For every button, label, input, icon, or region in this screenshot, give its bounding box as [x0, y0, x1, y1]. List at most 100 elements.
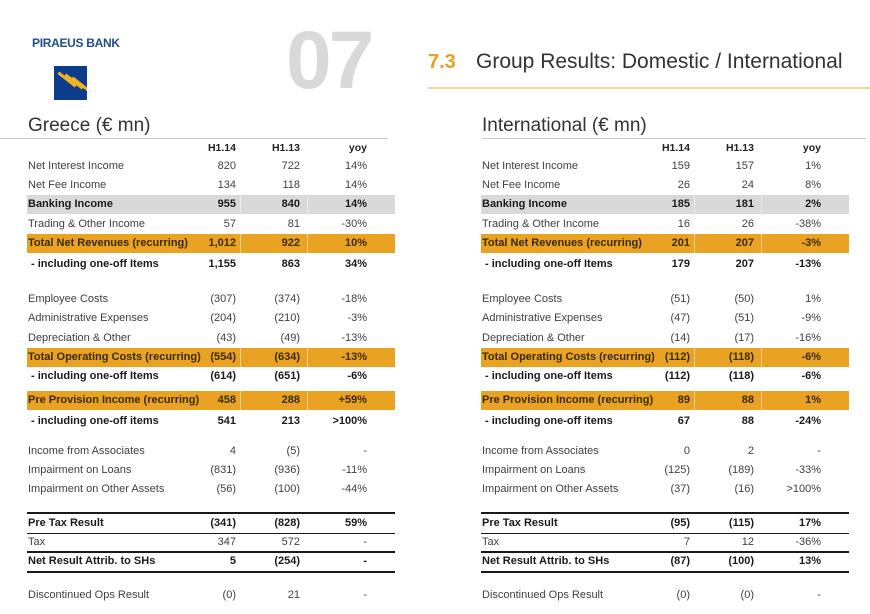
- row-label: Pre Tax Result: [28, 517, 104, 529]
- h1-14-value: (341): [210, 517, 236, 529]
- yoy-value: >100%: [332, 415, 367, 427]
- yoy-value: -13%: [795, 258, 821, 270]
- table-row: Impairment on Loans (831) (936) -11%: [27, 461, 395, 480]
- row-label: Total Net Revenues (recurring): [482, 237, 642, 249]
- h1-13-value: 81: [287, 218, 300, 230]
- yoy-value: -6%: [347, 370, 367, 382]
- table-row: Depreciation & Other (43) (49) -13%: [27, 329, 395, 348]
- table-row: - including one-off Items 179 207 -13%: [481, 255, 849, 274]
- h1-13-value: (118): [728, 370, 754, 382]
- row-label: Discontinued Ops Result: [28, 589, 150, 601]
- column-header: H1.14: [661, 142, 690, 154]
- row-label: Discontinued Ops Result: [482, 589, 604, 601]
- row-label: Impairment on Loans: [28, 464, 132, 476]
- table-row: Total Operating Costs (recurring) (554) (6…: [27, 348, 395, 367]
- h1-13-value: 2: [747, 445, 754, 457]
- h1-14-value: (37): [670, 483, 690, 495]
- h1-13-value: 288: [240, 391, 300, 410]
- yoy-value: -24%: [795, 415, 821, 427]
- h1-14-value: (614): [210, 370, 236, 382]
- section-title: Group Results: Domestic / International: [476, 50, 843, 73]
- yoy-value: -: [363, 555, 367, 567]
- h1-14-value: 185: [671, 198, 690, 210]
- table-row: Income from Associates 0 2 -: [481, 442, 849, 461]
- greece-title-divider: [0, 138, 388, 139]
- table-row: Pre Tax Result (95) (115) 17%: [481, 514, 849, 533]
- table-header-row: H1.14 H1.13 yoy: [27, 139, 395, 158]
- table-row: Trading & Other Income 16 26 -38%: [481, 215, 849, 234]
- h1-13-value: (50): [734, 293, 754, 305]
- h1-14-value: 89: [677, 394, 690, 406]
- h1-14-value: (87): [670, 555, 690, 567]
- yoy-value: -6%: [801, 370, 821, 382]
- row-label: Depreciation & Other: [482, 332, 585, 344]
- table-row: Net Result Attrib. to SHs (87) (100) 13%: [481, 552, 849, 571]
- h1-13-value: (51): [734, 312, 754, 324]
- table-row: Discontinued Ops Result (0) (0) -: [481, 586, 849, 605]
- table-row: Impairment on Other Assets (56) (100) -44%: [27, 480, 395, 499]
- h1-13-value: 24: [741, 179, 754, 191]
- row-label: Tax: [482, 536, 500, 548]
- h1-13-value: 840: [240, 195, 300, 214]
- table-row: - including one-off Items (112) (118) -6%: [481, 367, 849, 386]
- row-label: Pre Provision Income (recurring): [28, 394, 200, 406]
- h1-14-value: (204): [210, 312, 236, 324]
- h1-13-value: 722: [281, 160, 300, 172]
- table-row: Net Fee Income 26 24 8%: [481, 176, 849, 195]
- h1-14-value: (307): [210, 293, 236, 305]
- table-row: Tax 347 572 -: [27, 533, 395, 552]
- h1-14-value: (47): [670, 312, 690, 324]
- yoy-value: 1%: [805, 293, 821, 305]
- h1-14-value: (14): [670, 332, 690, 344]
- h1-14-value: 541: [217, 415, 236, 427]
- row-label: Pre Provision Income (recurring): [482, 394, 654, 406]
- table-header-row: H1.14 H1.13 yoy: [481, 139, 849, 158]
- row-label: Net Result Attrib. to SHs: [482, 555, 610, 567]
- table-row: Net Result Attrib. to SHs 5 (254) -: [27, 552, 395, 571]
- h1-13-value: (100): [274, 483, 300, 495]
- yoy-value: -: [363, 589, 367, 601]
- row-label: Net Fee Income: [28, 179, 107, 191]
- h1-14-value: 820: [217, 160, 236, 172]
- h1-14-value: 458: [217, 394, 236, 406]
- yoy-value: -: [363, 536, 367, 548]
- row-label: Employee Costs: [28, 293, 109, 305]
- h1-13-value: 207: [694, 234, 754, 253]
- table-row: Administrative Expenses (47) (51) -9%: [481, 309, 849, 328]
- greece-table-title: Greece (€ mn): [28, 115, 151, 136]
- table-row: Depreciation & Other (14) (17) -16%: [481, 329, 849, 348]
- row-label: Trading & Other Income: [28, 218, 145, 230]
- row-label: Income from Associates: [28, 445, 145, 457]
- h1-13-value: (634): [240, 348, 300, 367]
- h1-14-value: 7: [683, 536, 690, 548]
- brand-name: PIRAEUS BANK: [32, 36, 120, 50]
- yoy-value: -11%: [342, 464, 367, 476]
- table-row: Administrative Expenses (204) (210) -3%: [27, 309, 395, 328]
- h1-13-value: (374): [274, 293, 300, 305]
- table-rule: [27, 512, 395, 514]
- h1-13-value: (189): [728, 464, 754, 476]
- yoy-value: >100%: [786, 483, 821, 495]
- h1-14-value: 347: [217, 536, 236, 548]
- h1-13-value: 863: [281, 258, 300, 270]
- yoy-value: 1%: [761, 391, 821, 410]
- h1-13-value: 157: [735, 160, 754, 172]
- table-row: - including one-off Items 1,155 863 34%: [27, 255, 395, 274]
- yoy-value: 14%: [307, 195, 367, 214]
- h1-13-value: 572: [281, 536, 300, 548]
- h1-14-value: 201: [671, 237, 690, 249]
- h1-13-value: 12: [741, 536, 754, 548]
- row-label: - including one-off Items: [31, 258, 159, 270]
- h1-14-value: (554): [210, 351, 236, 363]
- h1-14-value: (0): [676, 589, 690, 601]
- row-label: Depreciation & Other: [28, 332, 131, 344]
- h1-13-value: (5): [286, 445, 300, 457]
- greece-results-table: H1.14 H1.13 yoy Net Interest Income 820 722 14…: [27, 0, 407, 614]
- h1-14-value: 1,155: [208, 258, 236, 270]
- yoy-value: -44%: [341, 483, 367, 495]
- section-divider: [428, 87, 870, 89]
- yoy-value: 14%: [344, 160, 367, 172]
- row-label: - including one-off Items: [31, 370, 159, 382]
- international-results-table: H1.14 H1.13 yoy Net Interest Income 159 157 1%…: [481, 0, 861, 614]
- h1-14-value: (0): [222, 589, 236, 601]
